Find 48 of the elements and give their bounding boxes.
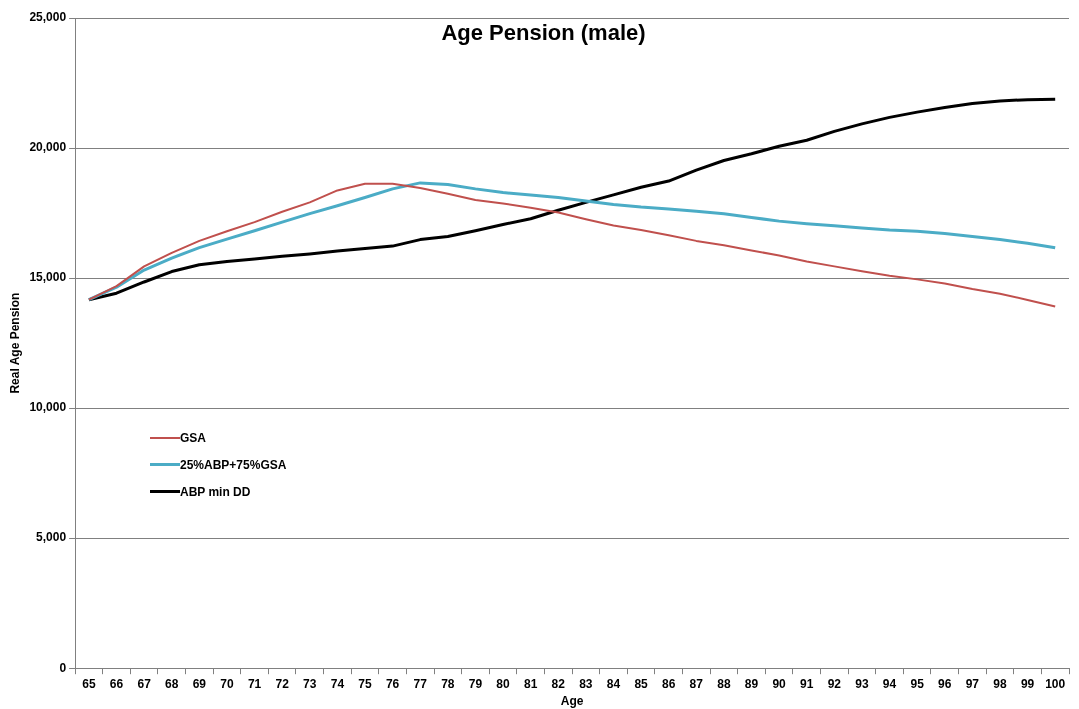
legend-label: ABP min DD	[180, 484, 251, 499]
y-tick-label: 0	[59, 660, 67, 675]
x-tick-label: 87	[689, 676, 704, 691]
x-tick-label: 91	[800, 676, 814, 691]
x-tick-label: 78	[441, 676, 455, 691]
x-tick-label: 68	[165, 676, 179, 691]
x-tick-label: 93	[855, 676, 869, 691]
x-tick-label: 83	[579, 676, 593, 691]
legend-label: 25%ABP+75%GSA	[180, 457, 287, 472]
x-tick-label: 89	[744, 676, 759, 691]
x-tick-label: 98	[993, 676, 1007, 691]
x-tick-label: 90	[772, 676, 787, 691]
x-tick-label: 76	[385, 676, 400, 691]
y-tick-label: 15,000	[29, 270, 67, 285]
x-tick-label: 94	[882, 676, 897, 691]
legend-label: GSA	[180, 430, 207, 445]
y-tick-label: 20,000	[29, 140, 67, 155]
x-tick-label: 65	[82, 676, 96, 691]
x-tick-label: 70	[220, 676, 234, 691]
x-tick-label: 80	[496, 676, 511, 691]
x-tick-label: 73	[303, 676, 317, 691]
x-tick-label: 77	[413, 676, 428, 691]
x-tick-label: 84	[606, 676, 621, 691]
x-tick-label: 92	[827, 676, 842, 691]
x-tick-label: 96	[938, 676, 952, 691]
x-tick-label: 88	[717, 676, 731, 691]
x-tick-label: 95	[910, 676, 925, 691]
x-tick-label: 85	[634, 676, 649, 691]
y-axis-title: Real Age Pension	[7, 292, 22, 394]
x-tick-label: 75	[358, 676, 372, 691]
x-tick-label: 97	[965, 676, 980, 691]
x-tick-label: 66	[109, 676, 124, 691]
x-tick-label: 99	[1020, 676, 1035, 691]
x-tick-label: 86	[662, 676, 676, 691]
x-tick-label: 72	[275, 676, 290, 691]
x-tick-label: 82	[551, 676, 566, 691]
x-tick-label: 79	[468, 676, 483, 691]
x-tick-label: 100	[1045, 676, 1066, 691]
y-tick-label: 25,000	[29, 10, 67, 25]
x-tick-label: 67	[137, 676, 152, 691]
chart-title: Age Pension (male)	[441, 20, 646, 45]
x-tick-label: 69	[192, 676, 207, 691]
x-tick-label: 71	[247, 676, 262, 691]
x-tick-label: 81	[523, 676, 538, 691]
y-tick-label: 5,000	[36, 530, 67, 545]
x-axis-title: Age	[560, 694, 584, 709]
y-tick-label: 10,000	[29, 400, 67, 415]
x-tick-label: 74	[330, 676, 345, 691]
